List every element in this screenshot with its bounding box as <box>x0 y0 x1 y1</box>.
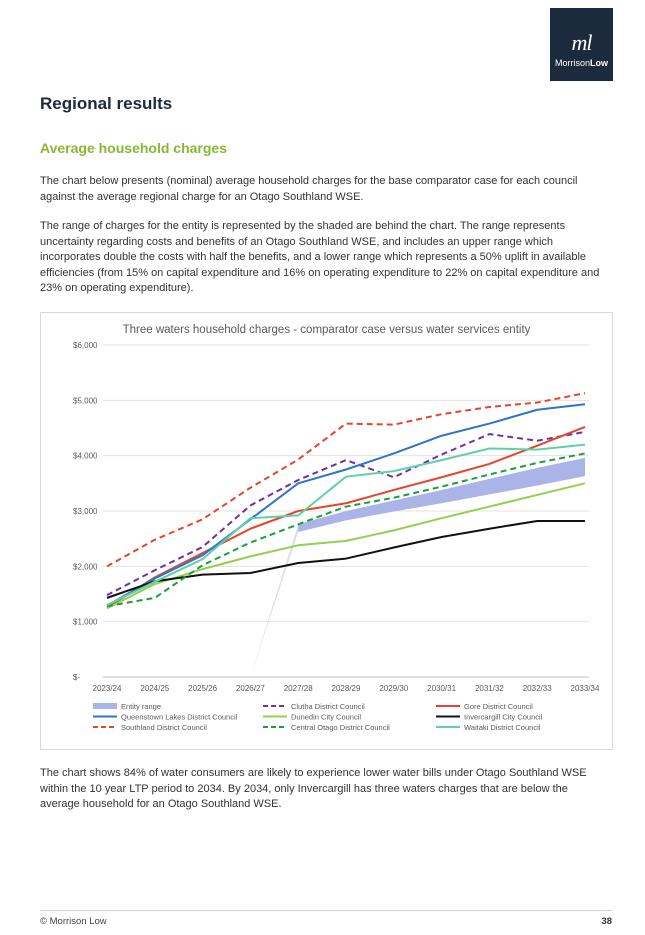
legend-label: Invercargill City Council <box>464 713 543 722</box>
legend-swatch-entity-range <box>93 703 117 709</box>
y-tick-label: $6,000 <box>73 341 98 350</box>
y-tick-label: $4,000 <box>73 452 98 461</box>
footer-divider <box>40 910 612 911</box>
series-line-waitaki-district-council <box>106 443 586 606</box>
section-heading: Regional results <box>40 94 173 113</box>
logo-name: MorrisonLow <box>554 58 608 68</box>
x-tick-label: 2026/27 <box>236 684 265 693</box>
legend-label: Clutha District Council <box>291 702 365 711</box>
intro-paragraph: The chart below presents (nominal) avera… <box>40 175 578 203</box>
series-line-gore-district-council <box>106 425 586 609</box>
household-charges-chart: Three waters household charges - compara… <box>40 312 613 750</box>
series-line-southland-district-council <box>106 392 586 568</box>
range-paragraph: The range of charges for the entity is r… <box>40 220 600 294</box>
legend-label: Gore District Council <box>464 702 533 711</box>
x-tick-label: 2023/24 <box>93 684 122 693</box>
y-tick-label: $- <box>73 673 80 682</box>
legend-label: Central Otago District Council <box>291 723 390 732</box>
y-tick-label: $1,000 <box>73 618 98 627</box>
x-tick-label: 2030/31 <box>427 684 456 693</box>
x-tick-label: 2025/26 <box>188 684 217 693</box>
legend-label: Dunedin City Council <box>291 713 361 722</box>
x-tick-label: 2029/30 <box>379 684 408 693</box>
x-tick-label: 2024/25 <box>140 684 169 693</box>
series-line-central-otago-district-council <box>106 452 586 608</box>
y-tick-label: $3,000 <box>73 507 98 516</box>
entity-range-band <box>298 457 585 533</box>
conclusion-paragraph: The chart shows 84% of water consumers a… <box>40 767 587 810</box>
x-tick-label: 2028/29 <box>332 684 361 693</box>
legend-label: Queenstown Lakes District Council <box>121 713 238 722</box>
legend-label: Entity range <box>121 702 161 711</box>
morrison-low-logo: ml MorrisonLow <box>550 8 613 81</box>
y-tick-label: $2,000 <box>73 562 98 571</box>
series-line-dunedin-city-council <box>106 482 586 610</box>
footer-copyright: © Morrison Low <box>40 916 107 927</box>
x-tick-label: 2027/28 <box>284 684 313 693</box>
y-tick-label: $5,000 <box>73 396 98 405</box>
x-tick-label: 2033/34 <box>571 684 600 693</box>
chart-title: Three waters household charges - compara… <box>122 324 531 336</box>
legend-label: Waitaki District Council <box>464 723 541 732</box>
legend-label: Southland District Council <box>121 723 207 732</box>
page-number: 38 <box>601 916 612 927</box>
x-tick-label: 2032/33 <box>523 684 552 693</box>
logo-mark: ml <box>571 30 593 55</box>
section-subheading: Average household charges <box>40 140 227 156</box>
series-line-queenstown-lakes-district-council <box>106 403 586 607</box>
series-line-invercargill-city-council <box>106 519 585 599</box>
x-tick-label: 2031/32 <box>475 684 504 693</box>
chart-plot-area: $- $1,000 $2,000 $3,000 $4,000 $5,000 $6,000 20… <box>73 341 600 732</box>
